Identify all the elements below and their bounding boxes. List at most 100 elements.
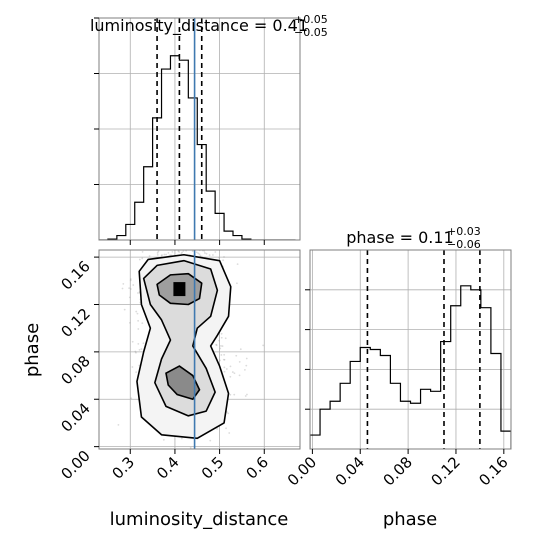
joint-sample-point	[220, 345, 222, 347]
joint-sample-point	[162, 245, 164, 247]
joint-sample-point	[141, 322, 144, 325]
joint-sample-point	[225, 427, 227, 430]
joint-sample-point	[137, 328, 140, 330]
joint-sample-point	[182, 250, 185, 252]
hist-c-title-name: phase	[346, 228, 394, 247]
joint-sample-point	[229, 393, 232, 396]
joint-sample-point	[137, 292, 139, 294]
joint-sample-point	[163, 253, 166, 256]
joint-sample-point	[228, 432, 231, 434]
joint-sample-point	[170, 248, 172, 250]
joint-sample-point	[224, 337, 227, 340]
joint-sample-point	[214, 251, 217, 253]
joint-sample-point	[245, 364, 248, 367]
joint-sample-point	[225, 368, 228, 370]
joint-sample-point	[223, 256, 225, 258]
joint-sample-point	[138, 348, 141, 351]
joint-sample-point	[131, 366, 134, 368]
joint-ytick-label: 0.00	[57, 447, 93, 483]
hist-c-step-line	[310, 285, 511, 449]
hist-c-grid	[310, 250, 511, 449]
joint-contours	[136, 253, 232, 440]
joint-sample-point	[218, 256, 221, 259]
joint-xtick-label: 0.3	[108, 453, 138, 483]
joint-sample-point	[129, 321, 131, 324]
joint-sample-point	[141, 250, 144, 253]
joint-sample-point	[218, 339, 220, 342]
hist-c-steps	[310, 285, 511, 449]
joint-sample-point	[137, 319, 140, 322]
joint-sample-point	[123, 308, 126, 311]
joint-xtick-label: 0.6	[242, 453, 272, 483]
joint-sample-point	[140, 243, 142, 245]
hist-c-xtick-label: 0.16	[475, 453, 511, 489]
joint-sample-point	[117, 423, 120, 426]
joint-sample-point	[134, 350, 137, 353]
joint-sample-point	[167, 252, 170, 254]
joint-density-panel: 0.3 0.4 0.5 0.6 0.00 0.04 0.08 0.12 0.16 luminos…	[22, 242, 437, 530]
joint-sample-point	[220, 332, 223, 335]
luminosity-distance-histogram: luminosity_distance = 0.41 +0.05 −0.05	[90, 13, 328, 245]
hist-c-quantiles	[366, 250, 481, 449]
joint-sample-point	[229, 365, 232, 368]
joint-sample-point	[192, 242, 194, 244]
hist-c-title-eq: =	[395, 228, 419, 247]
joint-sample-point	[214, 245, 216, 247]
joint-sample-point	[223, 370, 226, 373]
joint-sample-point	[129, 288, 132, 290]
joint-density-peak	[173, 282, 186, 297]
joint-sample-point	[138, 258, 141, 261]
hist-c-title-value: 0.11	[418, 228, 454, 247]
joint-sample-point	[132, 284, 135, 286]
hist-c-xtick-label: 0.04	[332, 453, 368, 489]
joint-sample-point	[208, 254, 211, 257]
joint-sample-point	[238, 374, 241, 377]
joint-sample-point	[235, 354, 238, 357]
joint-sample-point	[156, 253, 159, 256]
hist-c-title-upper: +0.03	[447, 225, 481, 238]
joint-sample-point	[215, 343, 218, 346]
joint-sample-point	[157, 250, 160, 253]
joint-ytick-label: 0.04	[57, 399, 93, 435]
joint-sample-point	[227, 412, 230, 415]
joint-sample-point	[221, 345, 224, 347]
joint-sample-point	[244, 395, 247, 397]
joint-sample-point	[160, 242, 162, 244]
joint-sample-point	[145, 454, 147, 456]
joint-sample-point	[140, 348, 143, 350]
joint-sample-point	[243, 368, 246, 371]
hist-a-title: luminosity_distance = 0.41	[90, 16, 308, 36]
joint-sample-point	[178, 251, 181, 253]
hist-a-steps	[99, 55, 296, 240]
joint-sample-point	[129, 278, 132, 280]
joint-sample-point	[222, 259, 225, 262]
joint-sample-point	[181, 251, 183, 254]
joint-sample-point	[191, 457, 193, 459]
hist-c-title: phase = 0.11	[346, 228, 453, 247]
joint-sample-point	[233, 393, 236, 396]
joint-sample-point	[219, 347, 222, 350]
joint-sample-point	[197, 244, 199, 246]
y-axis-label: phase	[22, 323, 43, 377]
joint-contour-line	[142, 259, 219, 417]
joint-sample-point	[205, 252, 208, 255]
joint-sample-point	[196, 244, 198, 246]
joint-contour-line	[136, 253, 232, 440]
joint-sample-point	[156, 252, 159, 254]
hist-a-quantiles	[156, 18, 203, 240]
joint-sample-point	[191, 243, 193, 245]
joint-sample-point	[215, 344, 218, 347]
joint-sample-point	[121, 287, 124, 290]
joint-sample-point	[165, 253, 168, 256]
joint-sample-point	[180, 252, 183, 255]
hist-a-title-lower: −0.05	[294, 26, 328, 39]
joint-sample-point	[195, 251, 198, 254]
joint-sample-point	[262, 344, 265, 347]
joint-sample-point	[236, 263, 239, 265]
joint-sample-point	[136, 312, 139, 315]
joint-sample-point	[128, 296, 131, 299]
phase-x-axis-label: phase	[383, 509, 437, 530]
joint-sample-point	[166, 243, 168, 245]
